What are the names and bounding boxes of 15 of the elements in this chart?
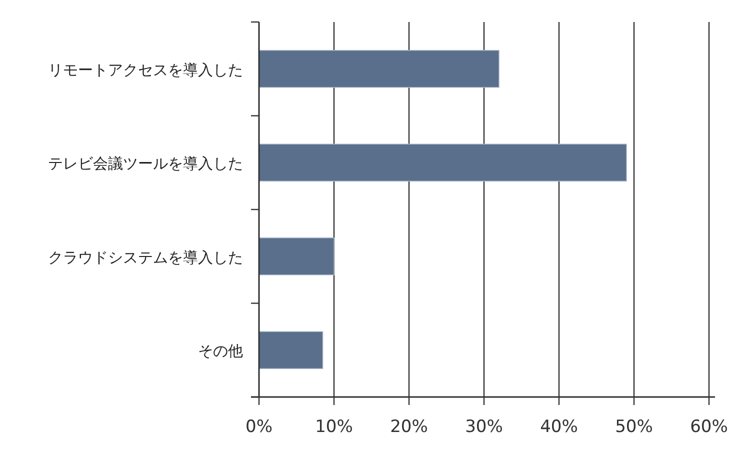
y-tick-label: クラウドシステムを導入した — [48, 248, 243, 266]
x-tick-label: 0% — [246, 417, 272, 437]
y-tick-label: テレビ会議ツールを導入した — [48, 154, 243, 173]
x-tick-label: 60% — [690, 417, 728, 437]
bar — [258, 144, 627, 182]
bar — [258, 237, 334, 276]
x-tick-label: 30% — [465, 417, 503, 437]
y-tick-label: その他 — [198, 342, 243, 360]
bar — [258, 50, 500, 88]
x-tick-label: 10% — [315, 417, 353, 437]
x-tick-label: 40% — [540, 417, 578, 437]
bar — [258, 331, 324, 370]
y-tick-label: リモートアクセスを導入した — [48, 60, 243, 79]
x-tick-label: 20% — [390, 417, 428, 437]
x-tick-label: 50% — [615, 417, 653, 437]
